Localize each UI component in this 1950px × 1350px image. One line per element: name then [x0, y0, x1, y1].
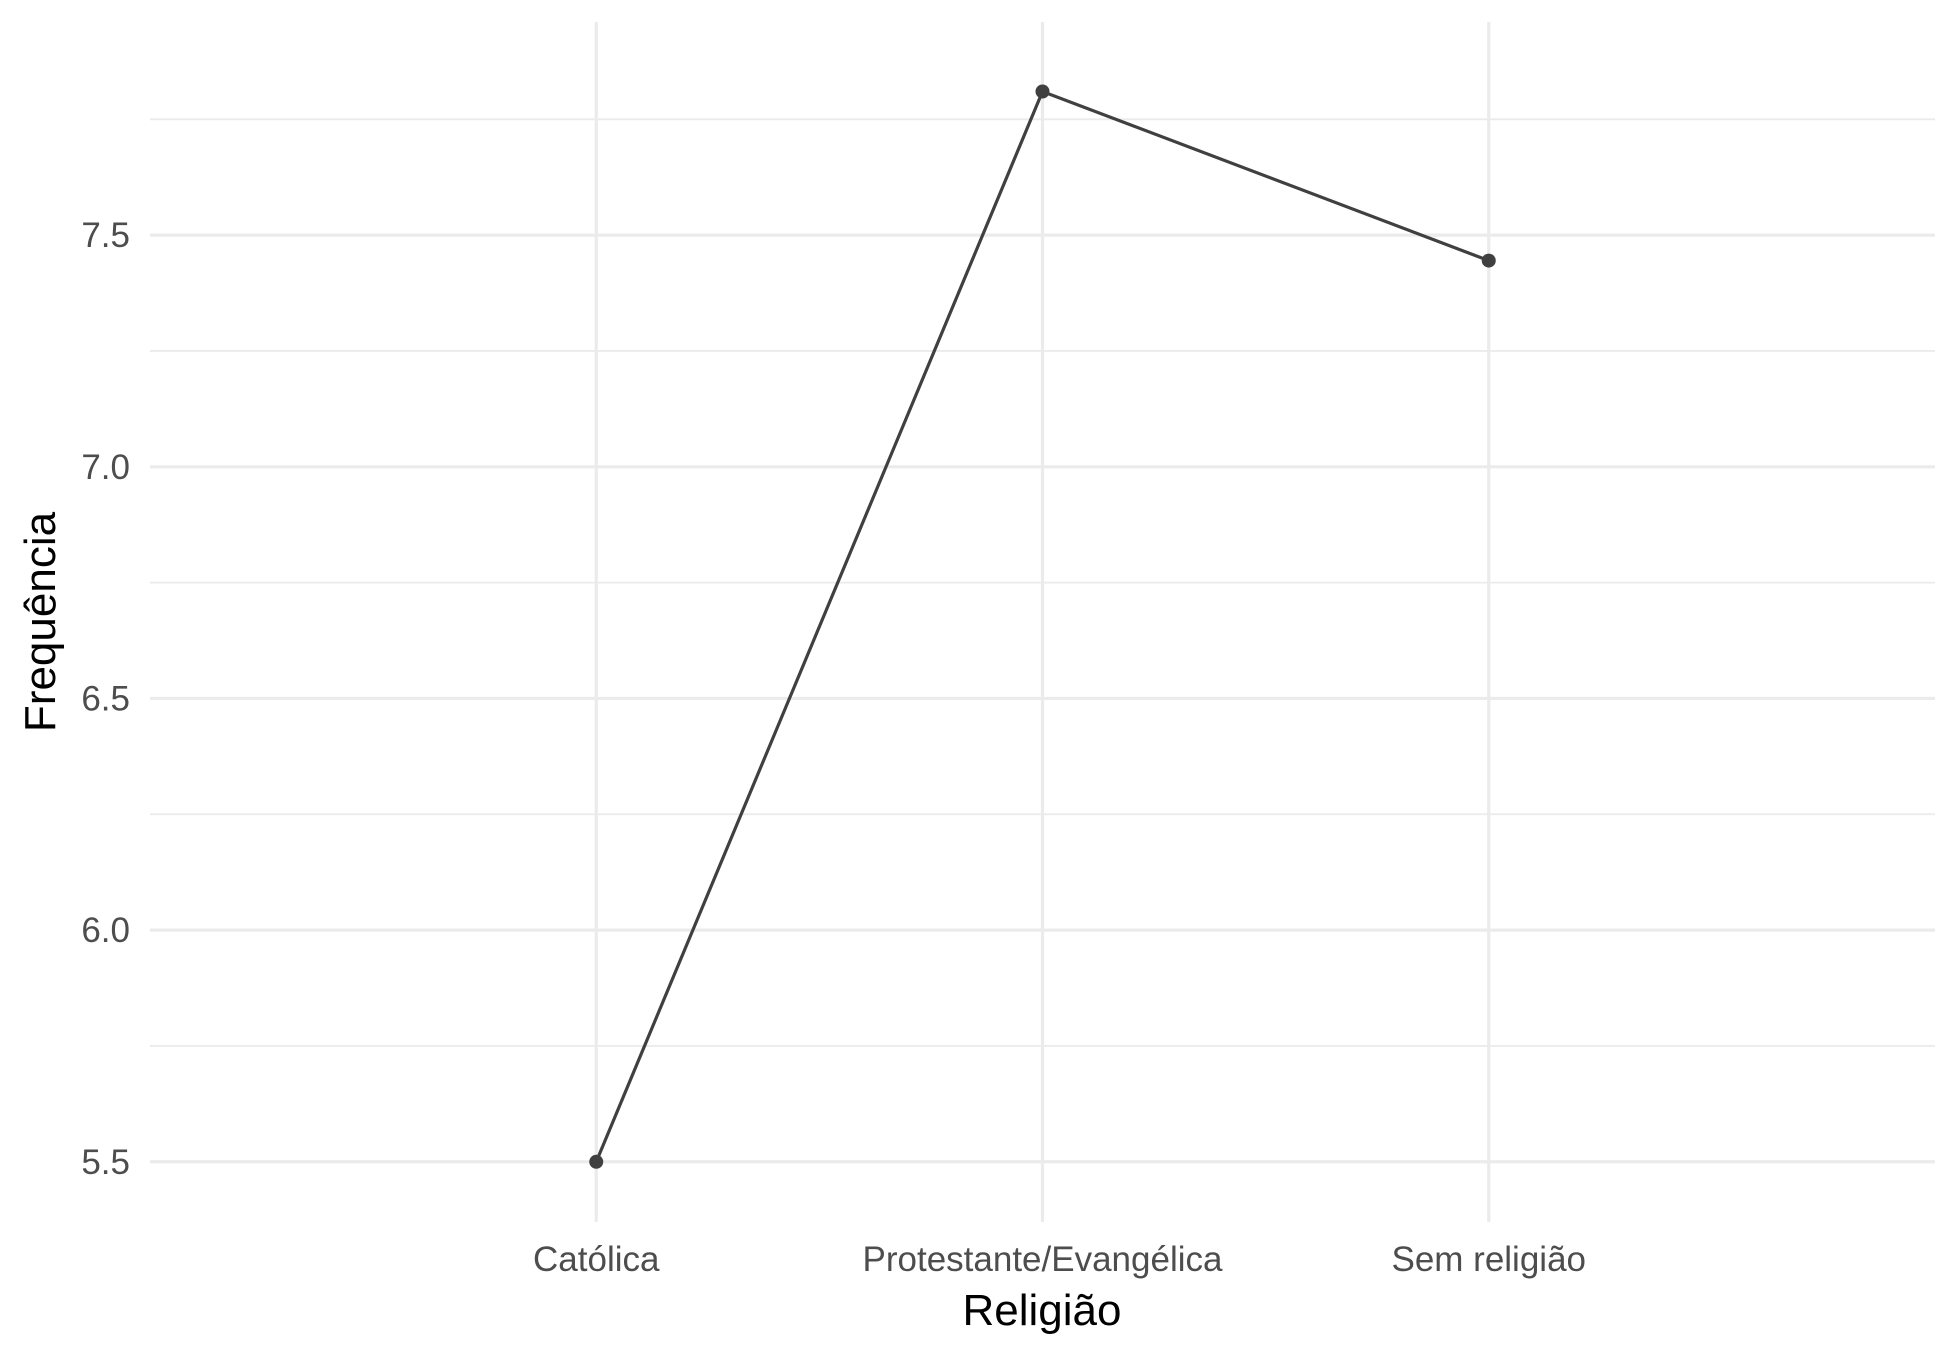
y-tick-label: 7.5: [81, 216, 130, 255]
data-point: [1035, 84, 1050, 99]
y-tick-label: 7.0: [81, 448, 130, 487]
x-axis-title: Religião: [963, 1286, 1122, 1335]
y-tick-label: 6.0: [81, 911, 130, 950]
y-tick-label: 5.5: [81, 1143, 130, 1182]
x-tick-label: Católica: [533, 1240, 660, 1279]
x-tick-label: Sem religião: [1391, 1240, 1586, 1279]
tick-labels: 5.5 6.0 6.5 7.0 7.5 Católica Protestante/Evang…: [81, 216, 1586, 1279]
series-layer: [589, 84, 1496, 1169]
x-tick-label: Protestante/Evangélica: [863, 1240, 1223, 1279]
y-axis-title: Frequência: [16, 511, 65, 732]
data-point: [1481, 253, 1496, 268]
data-point: [589, 1154, 604, 1169]
grid: [150, 22, 1935, 1222]
y-tick-label: 6.5: [81, 679, 130, 718]
